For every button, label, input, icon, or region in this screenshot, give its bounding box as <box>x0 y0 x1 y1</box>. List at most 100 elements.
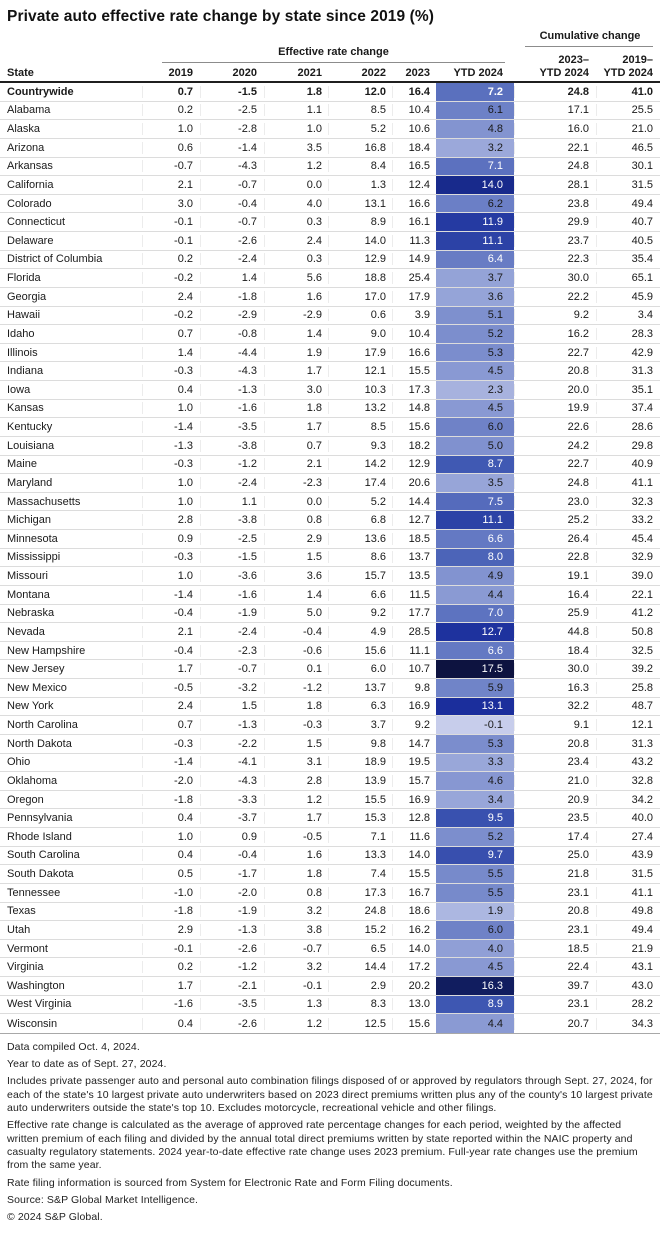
value-cell: -2.4 <box>200 625 264 638</box>
ytd-heat-cell: 4.6 <box>436 772 514 790</box>
value-cell: 0.7 <box>142 327 200 340</box>
state-cell: Rhode Island <box>7 830 72 843</box>
value-cell: -2.5 <box>200 532 264 545</box>
value-cell: 17.3 <box>328 886 392 899</box>
ytd-heat-cell: 3.4 <box>436 790 514 809</box>
value-cell: 18.5 <box>392 532 436 545</box>
ytd-heat-cell: 8.9 <box>436 995 514 1014</box>
state-cell: Maine <box>7 458 37 471</box>
value-cell: 13.1 <box>328 197 392 210</box>
value-cell: -0.7 <box>142 160 200 173</box>
value-cell: -0.4 <box>264 625 328 638</box>
state-cell: Arkansas <box>7 160 53 173</box>
value-cell: 28.5 <box>392 625 436 638</box>
value-cell: 14.2 <box>328 458 392 471</box>
value-cell: 0.2 <box>142 253 200 266</box>
value-cell: 15.3 <box>328 812 392 825</box>
value-cell: 20.8 <box>514 365 596 378</box>
column-header-2020: 2020 <box>232 67 257 79</box>
value-cell: 2.8 <box>264 774 328 787</box>
value-cell: -2.0 <box>200 886 264 899</box>
value-cell: 1.4 <box>264 588 328 601</box>
value-cell: -0.2 <box>142 272 200 285</box>
value-cell: 15.7 <box>392 774 436 787</box>
ytd-heat-cell: 4.8 <box>436 120 514 138</box>
value-cell: 45.9 <box>596 290 660 303</box>
value-cell: 25.8 <box>596 681 660 694</box>
state-cell: Delaware <box>7 234 54 247</box>
value-cell: 0.2 <box>142 961 200 974</box>
value-cell: 44.8 <box>514 625 596 638</box>
value-cell: 17.9 <box>328 346 392 359</box>
table-row: Texas -1.8 -1.9 3.2 24.8 18.6 1.9 20.8 49.8 <box>0 902 660 922</box>
value-cell: 1.8 <box>264 85 328 98</box>
value-cell: 12.9 <box>328 253 392 266</box>
value-cell: 32.3 <box>596 495 660 508</box>
table-row: Iowa 0.4 -1.3 3.0 10.3 17.3 2.3 20.0 35.1 <box>0 381 660 400</box>
state-cell: Texas <box>7 905 36 918</box>
state-cell: Tennessee <box>7 886 61 899</box>
value-cell: -3.3 <box>200 793 264 806</box>
value-cell: 0.9 <box>200 830 264 843</box>
value-cell: 15.7 <box>328 570 392 583</box>
table-row: South Carolina 0.4 -0.4 1.6 13.3 14.0 9.7 25.0 4… <box>0 846 660 866</box>
value-cell: 16.4 <box>514 588 596 601</box>
value-cell: 15.2 <box>328 923 392 936</box>
value-cell: 13.0 <box>392 998 436 1011</box>
value-cell: 9.3 <box>328 439 392 452</box>
effective-group-rule <box>162 62 505 63</box>
ytd-heat-cell: 8.0 <box>436 548 514 567</box>
value-cell: 12.9 <box>392 458 436 471</box>
value-cell: 18.2 <box>392 439 436 452</box>
ytd-heat-cell: 13.1 <box>436 697 514 716</box>
value-cell: 16.5 <box>392 160 436 173</box>
state-cell: Indiana <box>7 365 44 378</box>
table-row: Hawaii -0.2 -2.9 -2.9 0.6 3.9 5.1 9.2 3.4 <box>0 306 660 326</box>
table-row: Florida -0.2 1.4 5.6 18.8 25.4 3.7 30.0 65.1 <box>0 269 660 288</box>
value-cell: 30.1 <box>596 160 660 173</box>
table-row: Washington 1.7 -2.1 -0.1 2.9 20.2 16.3 39.7 43.0 <box>0 977 660 996</box>
table-row: Vermont -0.1 -2.6 -0.7 6.5 14.0 4.0 18.5 21.9 <box>0 939 660 959</box>
state-cell: Missouri <box>7 570 48 583</box>
value-cell: 1.9 <box>264 346 328 359</box>
table-row: New Hampshire -0.4 -2.3 -0.6 15.6 11.1 6.6 18.4… <box>0 641 660 661</box>
value-cell: 0.8 <box>264 886 328 899</box>
value-cell: -0.4 <box>200 849 264 862</box>
value-cell: 0.6 <box>142 141 200 154</box>
table-row: Nebraska -0.4 -1.9 5.0 9.2 17.7 7.0 25.9 41.2 <box>0 604 660 624</box>
state-cell: Virginia <box>7 961 44 974</box>
ytd-heat-cell: 4.4 <box>436 1014 514 1033</box>
value-cell: -0.1 <box>142 942 200 955</box>
value-cell: 16.2 <box>392 923 436 936</box>
ytd-heat-cell: 7.1 <box>436 157 514 176</box>
ytd-heat-cell: 2.3 <box>436 381 514 399</box>
value-cell: 21.0 <box>514 774 596 787</box>
value-cell: -0.7 <box>200 178 264 191</box>
value-cell: 13.2 <box>328 402 392 415</box>
ytd-heat-cell: 12.7 <box>436 623 514 641</box>
value-cell: 41.1 <box>596 886 660 899</box>
state-cell: Nevada <box>7 625 45 638</box>
value-cell: 0.7 <box>142 719 200 732</box>
table-row: Utah 2.9 -1.3 3.8 15.2 16.2 6.0 23.1 49.4 <box>0 921 660 940</box>
value-cell: 40.7 <box>596 216 660 229</box>
value-cell: 17.1 <box>514 104 596 117</box>
value-cell: 1.4 <box>200 272 264 285</box>
value-cell: 2.1 <box>142 178 200 191</box>
value-cell: 6.8 <box>328 514 392 527</box>
table-row: Missouri 1.0 -3.6 3.6 15.7 13.5 4.9 19.1 39.0 <box>0 567 660 586</box>
value-cell: 43.1 <box>596 961 660 974</box>
value-cell: 1.0 <box>264 123 328 136</box>
ytd-heat-cell: 5.5 <box>436 865 514 883</box>
ytd-heat-cell: 4.5 <box>436 362 514 380</box>
value-cell: 1.1 <box>200 495 264 508</box>
value-cell: -1.2 <box>200 961 264 974</box>
value-cell: 23.1 <box>514 886 596 899</box>
value-cell: 22.4 <box>514 961 596 974</box>
value-cell: 40.9 <box>596 458 660 471</box>
value-cell: 10.7 <box>392 663 436 676</box>
value-cell: 32.8 <box>596 774 660 787</box>
table-row: New Jersey 1.7 -0.7 0.1 6.0 10.7 17.5 30.0 39.2 <box>0 660 660 679</box>
value-cell: 2.1 <box>142 625 200 638</box>
value-cell: 25.4 <box>392 272 436 285</box>
